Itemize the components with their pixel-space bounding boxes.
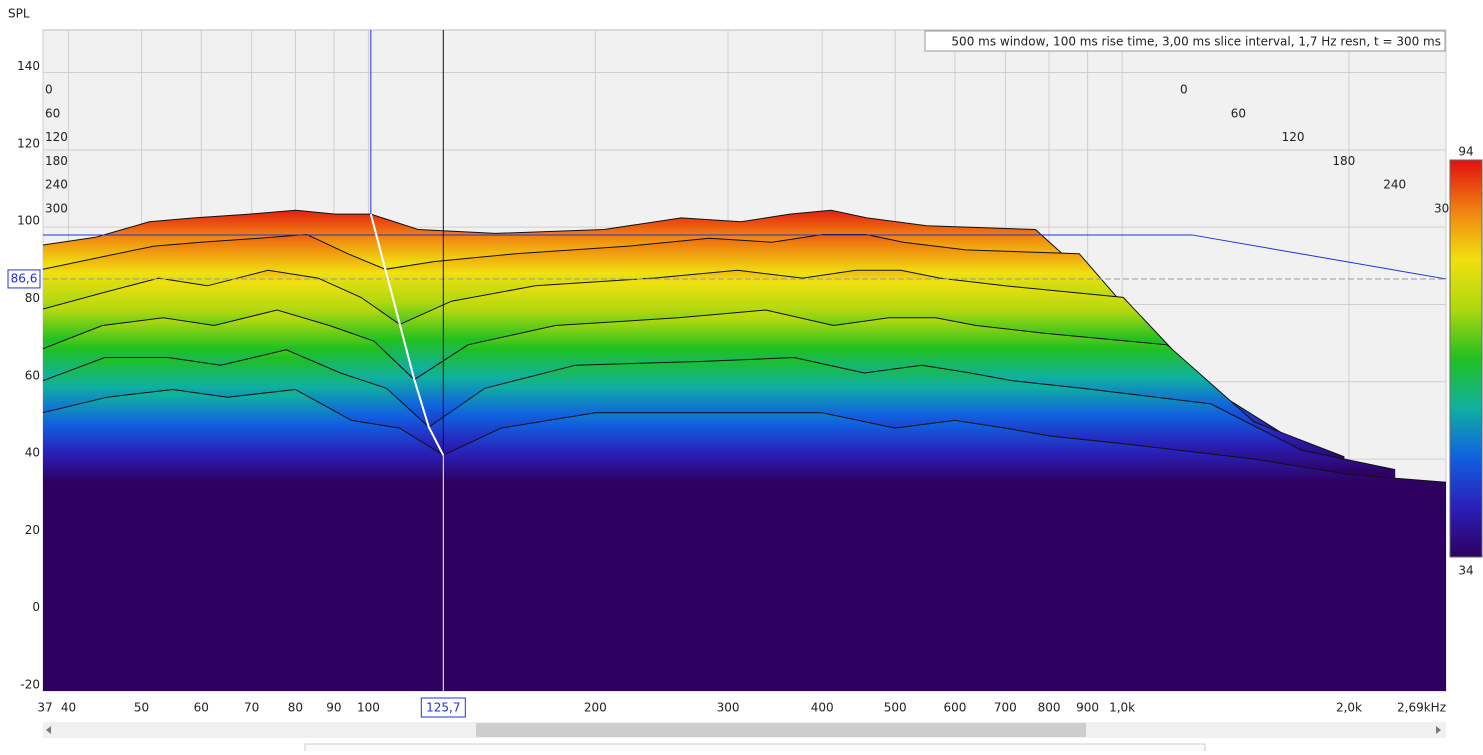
cursor-frequency-box xyxy=(420,697,466,718)
x-tick-label: 50 xyxy=(134,701,149,715)
waterfall xyxy=(43,209,1446,691)
scroll-right[interactable] xyxy=(1436,726,1441,734)
y-tick-label: 40 xyxy=(25,446,40,460)
time-label: 120 xyxy=(45,130,68,144)
x-tick-label: 2,0k xyxy=(1336,701,1362,715)
time-label: 0 xyxy=(1180,83,1188,97)
y-axis-label: SPL xyxy=(8,7,30,21)
time-label: 60 xyxy=(45,106,60,120)
x-tick-label: 2,69kHz xyxy=(1397,701,1446,715)
time-label: 180 xyxy=(1332,154,1355,168)
colorbar-min: 34 xyxy=(1458,564,1473,578)
time-label: 120 xyxy=(1282,130,1305,144)
controls xyxy=(304,743,1206,755)
info-box xyxy=(924,30,1446,52)
scroll-thumb[interactable] xyxy=(476,723,1086,737)
slice-line xyxy=(43,209,1193,397)
cursor-frequency-label: 125,7 xyxy=(426,701,460,715)
slice-fill xyxy=(43,389,1446,691)
y-tick-label: 0 xyxy=(32,600,40,614)
y-tick-label: 100 xyxy=(17,214,40,228)
x-tick-label: 700 xyxy=(994,701,1017,715)
y-tick-label: -20 xyxy=(20,678,40,692)
time-label: 0 xyxy=(45,83,53,97)
time-label: 60 xyxy=(1231,106,1246,120)
y-tick-label: 60 xyxy=(25,368,40,382)
cursor-level-label: 86,6 xyxy=(11,271,38,285)
y-tick-label: 120 xyxy=(17,136,40,150)
colorbar xyxy=(1449,159,1483,558)
x-tick-label: 500 xyxy=(884,701,907,715)
x-tick-label: 300 xyxy=(717,701,740,715)
x-tick-label: 600 xyxy=(943,701,966,715)
info-text: 500 ms window, 100 ms rise time, 3,00 ms… xyxy=(951,35,1441,49)
x-tick-label: 80 xyxy=(288,701,303,715)
x-tick-label: 37 xyxy=(37,701,52,715)
y-tick-label: 140 xyxy=(17,59,40,73)
slice-line xyxy=(43,269,1294,441)
slice-line xyxy=(43,349,1396,471)
cursor-decay xyxy=(369,213,445,456)
y-tick-label: 80 xyxy=(25,291,40,305)
x-tick-label: 200 xyxy=(584,701,607,715)
cursor-level-line xyxy=(43,234,1447,280)
time-label: 300 xyxy=(45,202,68,216)
x-tick-label: 60 xyxy=(194,701,209,715)
x-tick-label: 40 xyxy=(61,701,76,715)
time-label: 240 xyxy=(45,178,68,192)
x-tick-label: 900 xyxy=(1076,701,1099,715)
time-label: 180 xyxy=(45,154,68,168)
time-label: 240 xyxy=(1383,178,1406,192)
overlay xyxy=(43,30,1447,691)
x-tick-label: 400 xyxy=(811,701,834,715)
scroll-left[interactable] xyxy=(46,726,51,734)
x-tick-label: 100 xyxy=(357,701,380,715)
scrollbar[interactable] xyxy=(43,722,1446,738)
slice-line xyxy=(43,388,1446,483)
x-tick-label: 90 xyxy=(326,701,341,715)
colorbar-max: 94 xyxy=(1458,145,1473,159)
slice-line xyxy=(43,309,1345,458)
cursor-level-box xyxy=(7,269,41,289)
x-tick-label: 800 xyxy=(1038,701,1061,715)
slice-line xyxy=(43,233,1244,425)
x-tick-label: 70 xyxy=(244,701,259,715)
y-tick-label: 20 xyxy=(25,523,40,537)
x-tick-label: 1,0k xyxy=(1109,701,1135,715)
